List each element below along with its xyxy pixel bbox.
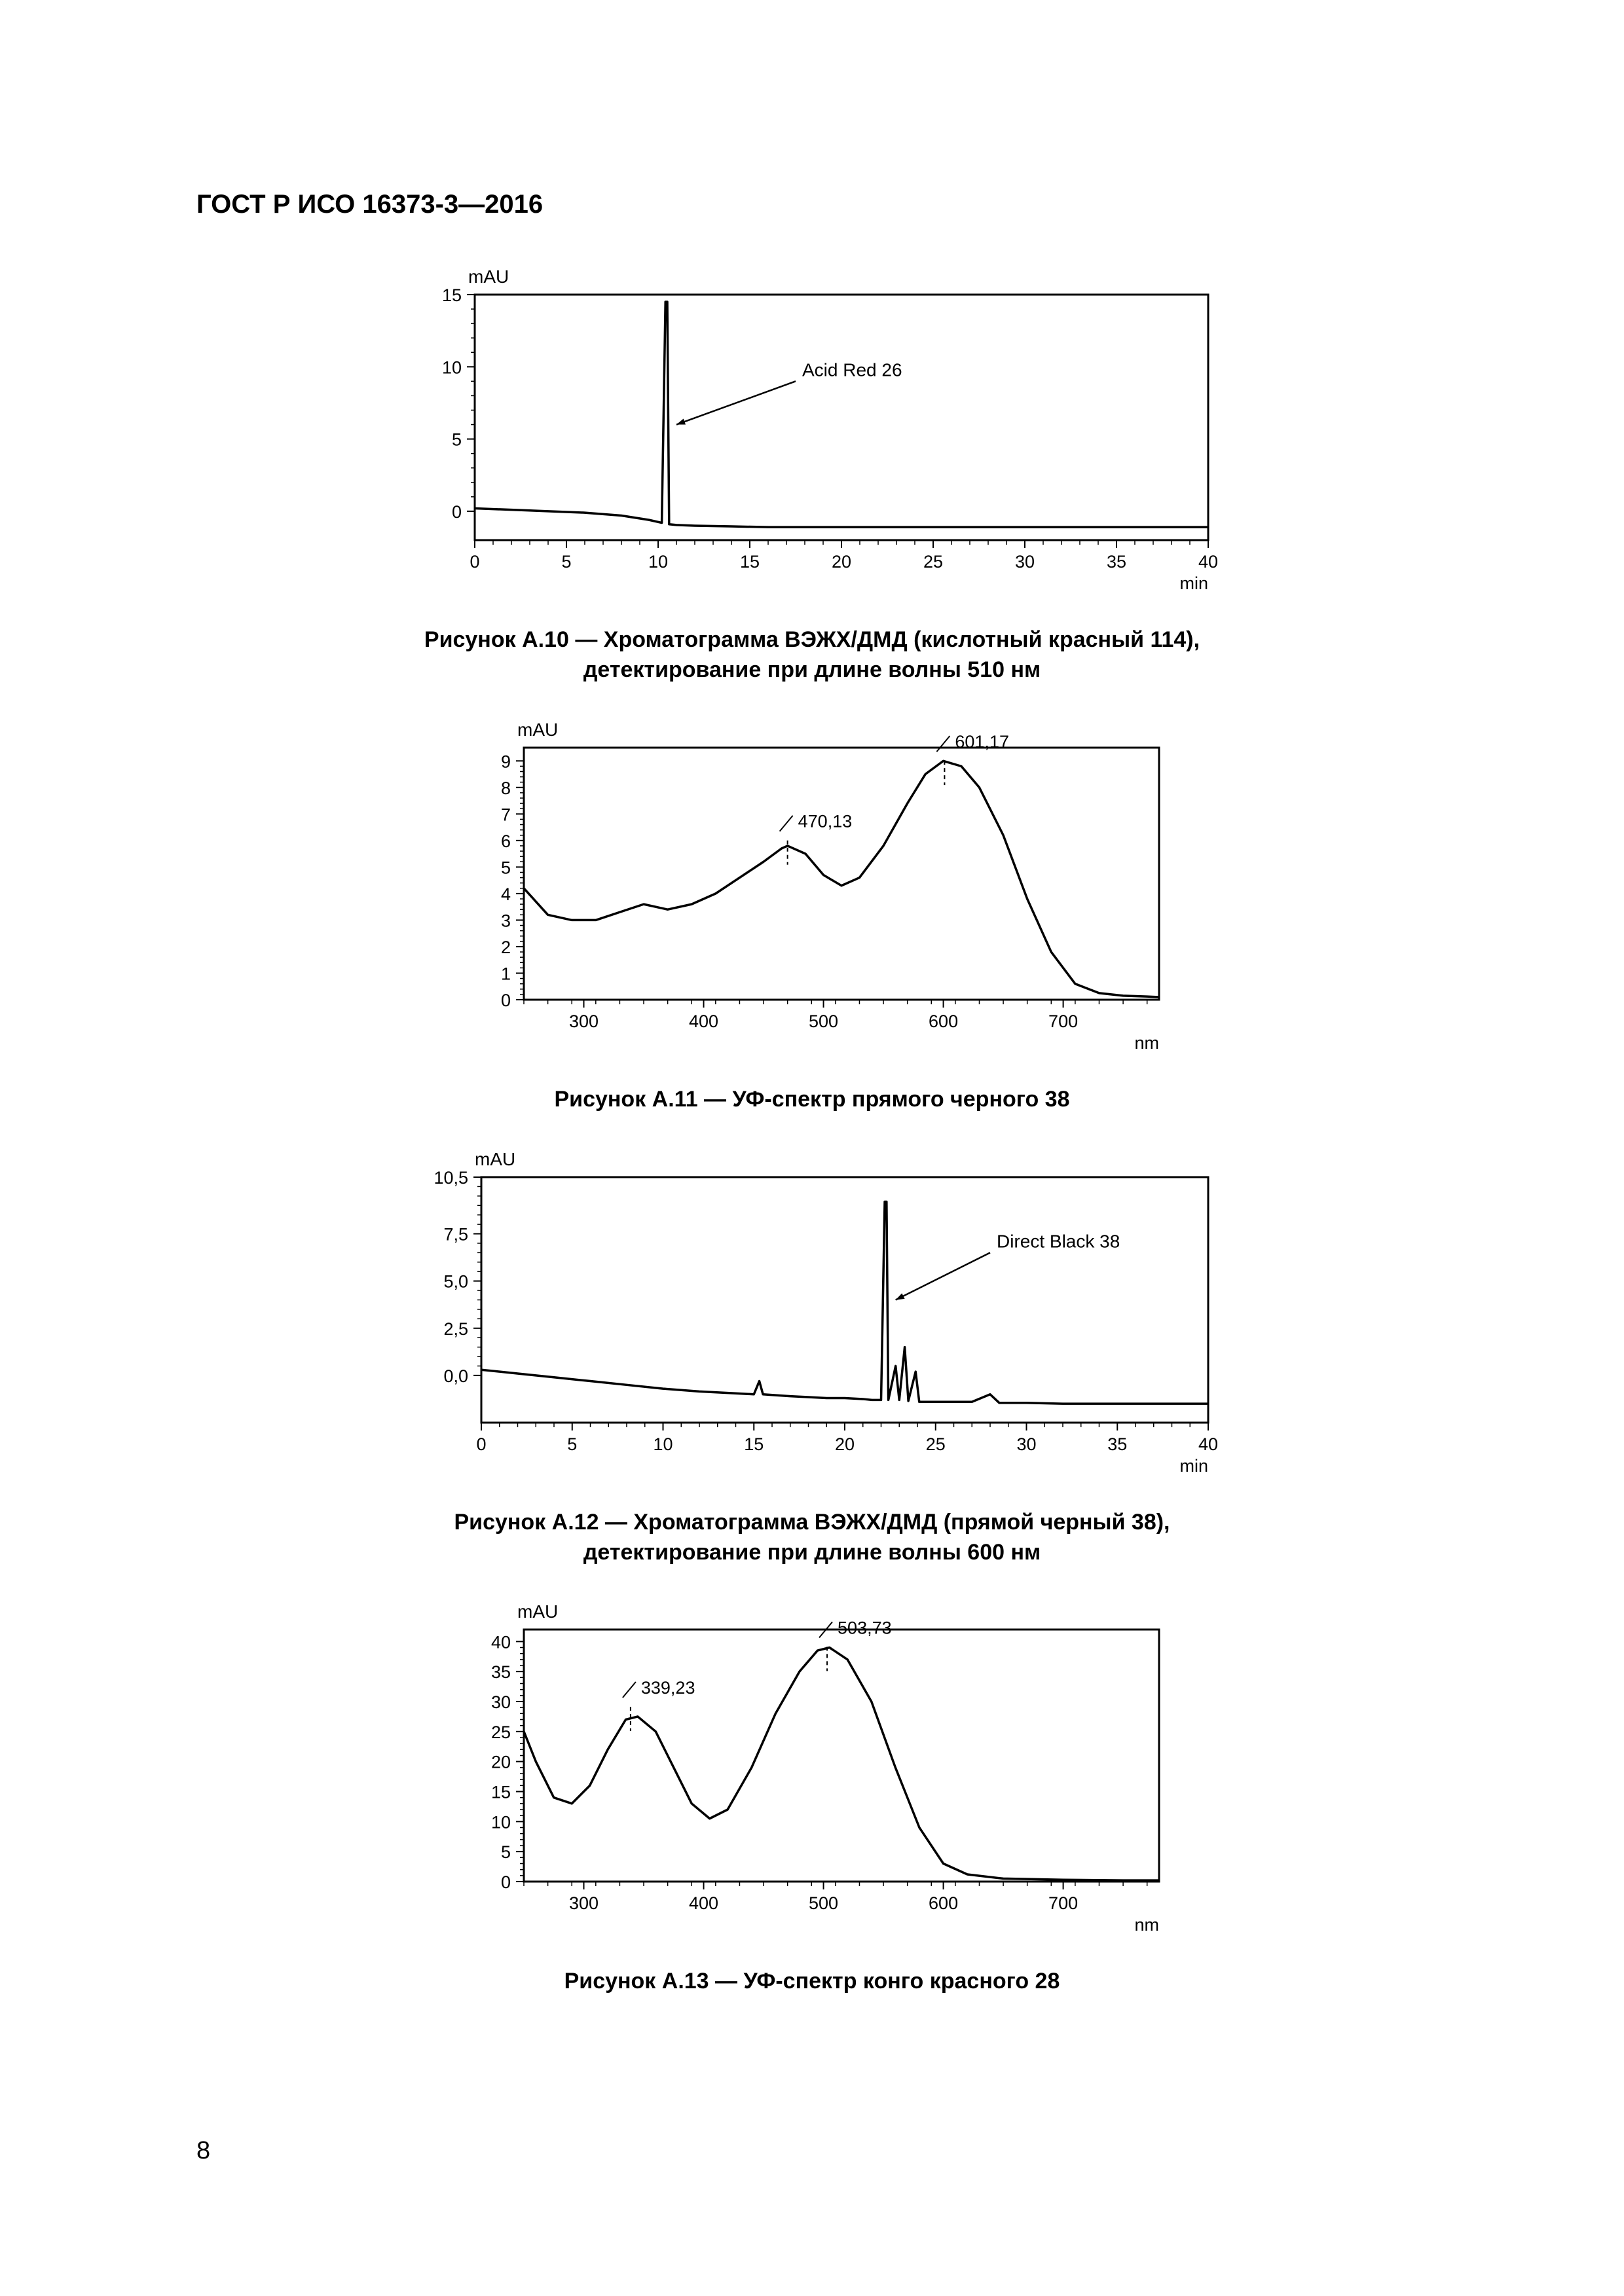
document-header: ГОСТ Р ИСО 16373-3—2016 bbox=[196, 190, 1428, 219]
svg-text:601,17: 601,17 bbox=[955, 732, 1009, 752]
caption-a12: Рисунок А.12 — Хроматограмма ВЭЖХ/ДМД (п… bbox=[454, 1508, 1170, 1568]
svg-text:5,0: 5,0 bbox=[443, 1271, 468, 1291]
svg-text:0: 0 bbox=[476, 1434, 486, 1454]
figure-a13: mAU 300 400 500 600 700 0 5 10 15 20 25 30 35 40 nm 339,… bbox=[196, 1594, 1428, 1997]
svg-text:7,5: 7,5 bbox=[443, 1224, 468, 1244]
chart-a13: mAU 300 400 500 600 700 0 5 10 15 20 25 30 35 40 nm 339,… bbox=[452, 1594, 1172, 1944]
svg-text:10: 10 bbox=[648, 552, 668, 572]
caption-a13: Рисунок А.13 — УФ-спектр конго красного … bbox=[564, 1967, 1060, 1997]
svg-text:9: 9 bbox=[501, 752, 511, 771]
svg-text:700: 700 bbox=[1048, 1011, 1078, 1031]
svg-text:8: 8 bbox=[501, 778, 511, 798]
svg-text:5: 5 bbox=[501, 1843, 511, 1863]
svg-text:5: 5 bbox=[501, 858, 511, 877]
svg-text:40: 40 bbox=[1198, 552, 1218, 572]
chart-svg-a11: mAU 300 400 500 600 700 0 1 2 3 4 5 6 7 8 9 nm 470,13 601,… bbox=[452, 712, 1172, 1059]
svg-text:0: 0 bbox=[501, 1872, 511, 1892]
svg-text:400: 400 bbox=[689, 1893, 718, 1913]
svg-text:0: 0 bbox=[470, 552, 479, 572]
svg-text:min: min bbox=[1179, 1456, 1208, 1476]
svg-text:400: 400 bbox=[689, 1011, 718, 1031]
svg-text:20: 20 bbox=[832, 552, 851, 572]
chart-a11: mAU 300 400 500 600 700 0 1 2 3 4 5 6 7 8 9 nm 470,13 601,… bbox=[452, 712, 1172, 1062]
svg-text:5: 5 bbox=[452, 430, 462, 450]
svg-text:25: 25 bbox=[923, 552, 943, 572]
svg-text:Acid Red 26: Acid Red 26 bbox=[802, 359, 902, 380]
svg-text:10: 10 bbox=[653, 1434, 673, 1454]
figure-a11: mAU 300 400 500 600 700 0 1 2 3 4 5 6 7 8 9 nm 470,13 601,… bbox=[196, 712, 1428, 1115]
chart-svg-a12: mAU 0 5 10 15 20 25 30 35 40 0,0 2,5 5,0 7,5 10,5 min Di… bbox=[403, 1141, 1221, 1482]
page-number: 8 bbox=[196, 2137, 210, 2165]
svg-text:5: 5 bbox=[567, 1434, 577, 1454]
caption-a11: Рисунок А.11 — УФ-спектр прямого черного… bbox=[555, 1085, 1070, 1115]
svg-text:0: 0 bbox=[452, 502, 462, 522]
svg-text:20: 20 bbox=[835, 1434, 855, 1454]
chart-a12: mAU 0 5 10 15 20 25 30 35 40 0,0 2,5 5,0 7,5 10,5 min Di… bbox=[403, 1141, 1221, 1485]
svg-text:40: 40 bbox=[491, 1633, 511, 1652]
svg-text:10: 10 bbox=[442, 357, 462, 377]
svg-text:10: 10 bbox=[491, 1813, 511, 1832]
svg-text:15: 15 bbox=[442, 285, 462, 305]
svg-text:35: 35 bbox=[1107, 552, 1126, 572]
svg-text:503,73: 503,73 bbox=[838, 1618, 892, 1638]
svg-text:500: 500 bbox=[809, 1011, 838, 1031]
figure-a12: mAU 0 5 10 15 20 25 30 35 40 0,0 2,5 5,0 7,5 10,5 min Di… bbox=[196, 1141, 1428, 1568]
svg-text:25: 25 bbox=[491, 1722, 511, 1742]
svg-text:0,0: 0,0 bbox=[443, 1366, 468, 1386]
svg-text:15: 15 bbox=[491, 1783, 511, 1802]
svg-text:30: 30 bbox=[491, 1692, 511, 1712]
svg-text:500: 500 bbox=[809, 1893, 838, 1913]
svg-text:2: 2 bbox=[501, 938, 511, 957]
svg-text:mAU: mAU bbox=[468, 266, 509, 287]
svg-text:mAU: mAU bbox=[517, 1601, 558, 1622]
svg-text:min: min bbox=[1179, 574, 1208, 593]
svg-text:3: 3 bbox=[501, 911, 511, 930]
svg-text:mAU: mAU bbox=[517, 720, 558, 740]
svg-text:15: 15 bbox=[744, 1434, 764, 1454]
svg-text:300: 300 bbox=[569, 1893, 599, 1913]
svg-text:4: 4 bbox=[501, 884, 511, 904]
svg-text:339,23: 339,23 bbox=[641, 1678, 695, 1698]
svg-text:600: 600 bbox=[929, 1011, 958, 1031]
svg-text:6: 6 bbox=[501, 831, 511, 851]
svg-text:2,5: 2,5 bbox=[443, 1319, 468, 1338]
chart-a10: mAU 0 5 10 15 20 25 30 35 40 0 5 10 15 min Acid Red 26 bbox=[403, 259, 1221, 602]
svg-text:300: 300 bbox=[569, 1011, 599, 1031]
svg-text:35: 35 bbox=[491, 1663, 511, 1683]
svg-text:600: 600 bbox=[929, 1893, 958, 1913]
svg-text:15: 15 bbox=[740, 552, 760, 572]
figure-a10: mAU0510152025303540051015minAcid Red 26 … bbox=[196, 259, 1428, 685]
svg-text:nm: nm bbox=[1134, 1915, 1159, 1935]
svg-text:mAU: mAU bbox=[475, 1149, 515, 1169]
svg-text:1: 1 bbox=[501, 964, 511, 983]
page: ГОСТ Р ИСО 16373-3—2016 mAU0510152025303… bbox=[0, 0, 1624, 2296]
svg-text:7: 7 bbox=[501, 805, 511, 824]
chart-svg-a10: mAU 0 5 10 15 20 25 30 35 40 0 5 10 15 min Acid Red 26 bbox=[403, 259, 1221, 599]
svg-text:30: 30 bbox=[1015, 552, 1035, 572]
svg-text:35: 35 bbox=[1107, 1434, 1127, 1454]
svg-text:700: 700 bbox=[1048, 1893, 1078, 1913]
svg-text:nm: nm bbox=[1134, 1033, 1159, 1053]
caption-a10: Рисунок А.10 — Хроматограмма ВЭЖХ/ДМД (к… bbox=[424, 625, 1200, 685]
svg-text:20: 20 bbox=[491, 1753, 511, 1772]
svg-text:5: 5 bbox=[561, 552, 571, 572]
svg-text:Direct Black 38: Direct Black 38 bbox=[997, 1231, 1120, 1251]
svg-text:30: 30 bbox=[1016, 1434, 1036, 1454]
svg-text:0: 0 bbox=[501, 991, 511, 1010]
svg-text:25: 25 bbox=[926, 1434, 946, 1454]
chart-svg-a13: mAU 300 400 500 600 700 0 5 10 15 20 25 30 35 40 nm 339,… bbox=[452, 1594, 1172, 1941]
svg-text:10,5: 10,5 bbox=[434, 1168, 468, 1188]
svg-text:470,13: 470,13 bbox=[798, 812, 853, 831]
svg-text:40: 40 bbox=[1198, 1434, 1218, 1454]
